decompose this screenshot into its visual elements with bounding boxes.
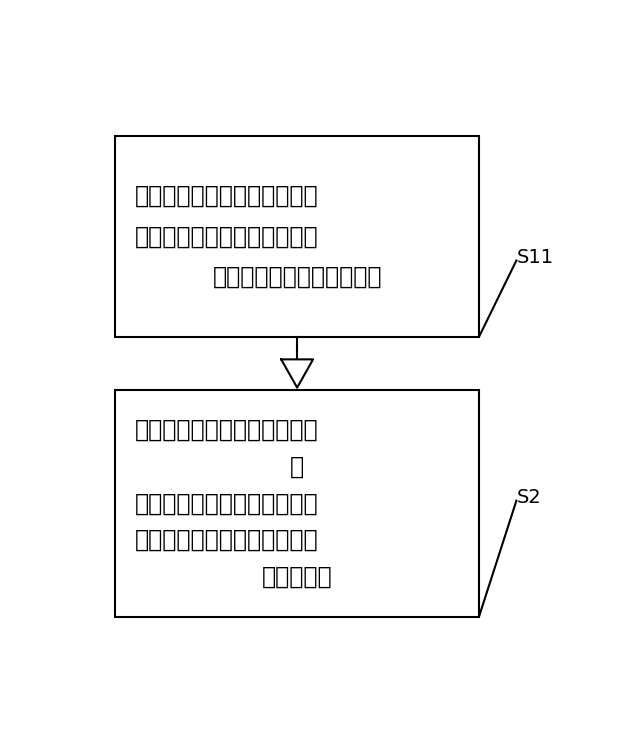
- Text: 扫地机器人利用视觉传感器探: 扫地机器人利用视觉传感器探: [135, 184, 319, 208]
- Text: 置: 置: [290, 455, 304, 479]
- Text: 边界的位置: 边界的位置: [262, 565, 332, 589]
- Text: 测设置于室内房间门框上视觉: 测设置于室内房间门框上视觉: [135, 225, 319, 248]
- Text: S2: S2: [516, 488, 541, 507]
- Bar: [115, 136, 479, 337]
- Text: 传感器探测范围内的标记物: 传感器探测范围内的标记物: [212, 265, 382, 289]
- Bar: [115, 390, 479, 617]
- Text: 房门分隔开的清扫区域间虚拟: 房门分隔开的清扫区域间虚拟: [135, 528, 319, 552]
- Text: ，根据该空间坐标位置确定由: ，根据该空间坐标位置确定由: [135, 492, 319, 515]
- Text: S11: S11: [516, 248, 554, 267]
- Text: 确定所述标记物的空间坐标位: 确定所述标记物的空间坐标位: [135, 418, 319, 442]
